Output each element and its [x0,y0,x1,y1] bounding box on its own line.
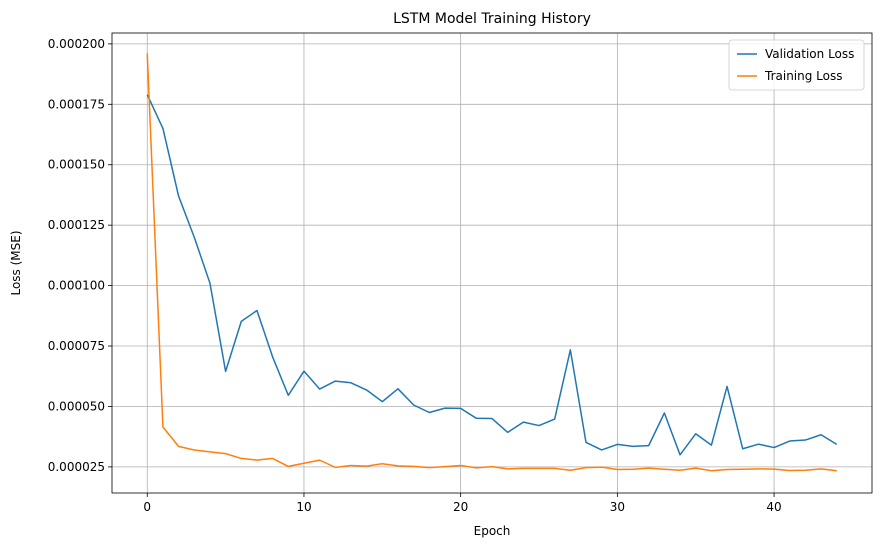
legend-label: Validation Loss [765,47,854,61]
series-line-training-loss [146,53,837,472]
plot-area: 0 10 20 30 40 0.000025 0.000050 0.000075 0.00010… [48,32,873,514]
legend-label: Training Loss [764,69,842,83]
y-tick-label: 0.000050 [48,399,105,413]
series-line-validation-loss [146,94,838,456]
legend-box [728,39,865,91]
axes-frame [111,32,873,494]
y-tick-label: 0.000125 [48,218,105,232]
x-tick-label: 10 [296,500,311,514]
y-tick-label: 0.000175 [48,97,105,111]
y-tick-label: 0.000075 [48,339,105,353]
x-tick-label: 30 [610,500,625,514]
y-tick-label: 0.000100 [48,279,105,293]
chart-title: LSTM Model Training History [393,11,591,27]
x-axis-label: Epoch [474,524,511,538]
x-tick-label: 20 [453,500,468,514]
x-tick-label: 40 [766,500,781,514]
y-axis-label: Loss (MSE) [9,230,23,295]
x-tick-label: 0 [143,500,151,514]
y-tick-label: 0.000150 [48,158,105,172]
y-tick-label: 0.000200 [48,37,105,51]
y-tick-label: 0.000025 [48,460,105,474]
